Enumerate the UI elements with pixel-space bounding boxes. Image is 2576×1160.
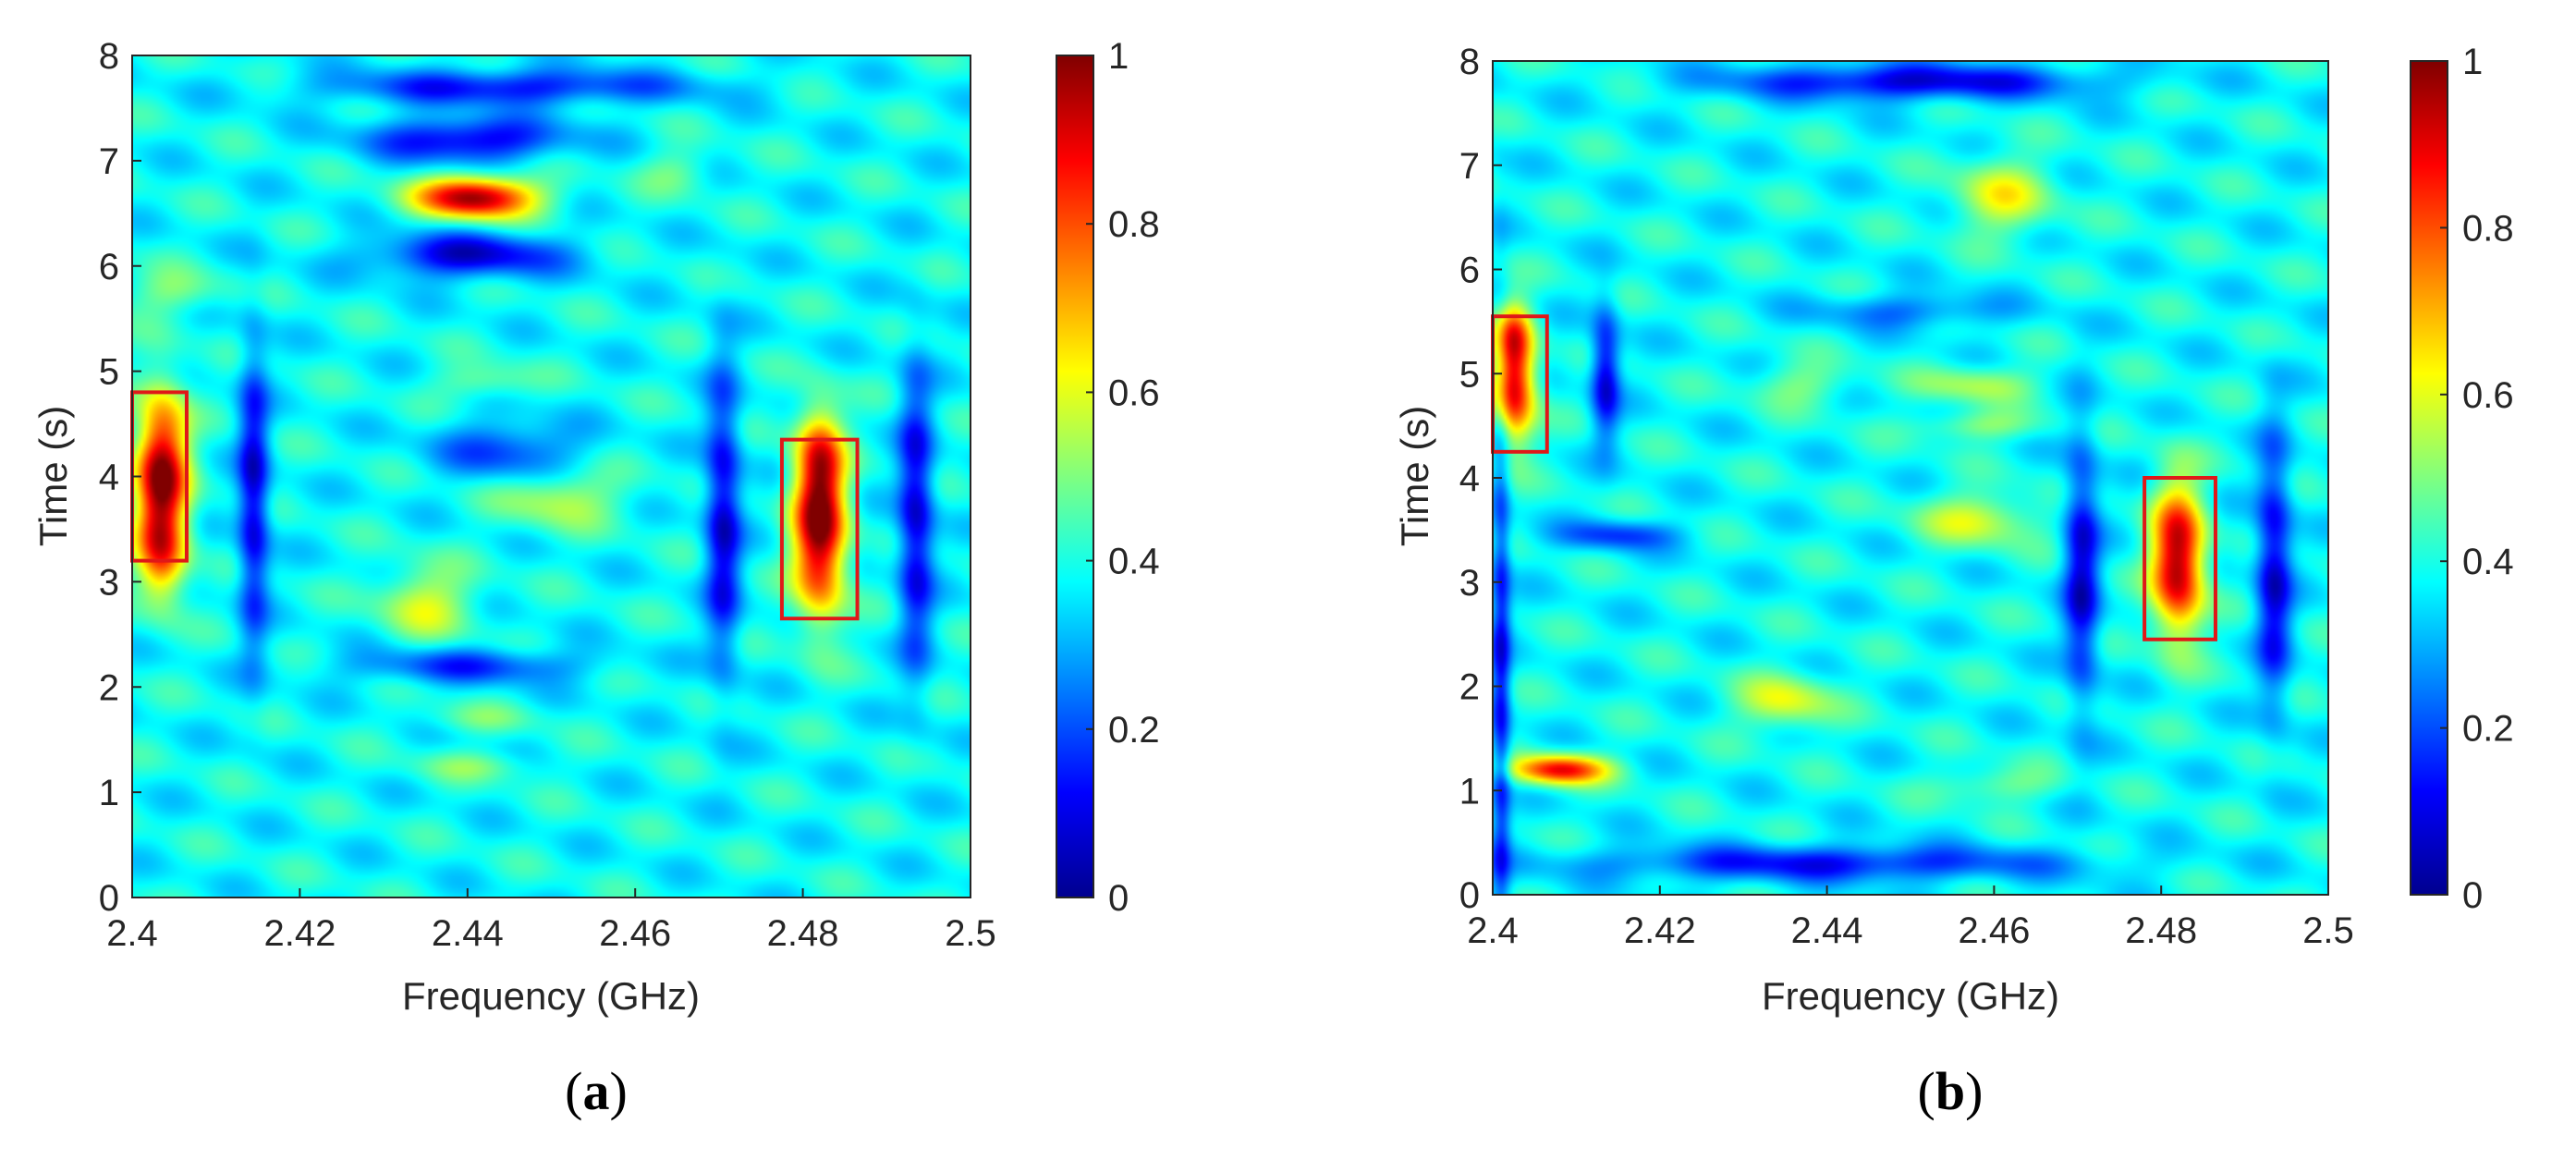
x-tick-label: 2.42	[263, 913, 336, 954]
x-tick-label: 2.48	[2125, 910, 2197, 951]
y-tick-label: 5	[1459, 354, 1480, 395]
y-tick-label: 1	[99, 773, 119, 813]
x-tick-label: 2.48	[767, 913, 839, 954]
y-tick-label: 1	[1459, 771, 1480, 812]
x-tick-label: 2.5	[945, 913, 996, 954]
colorbar-tick-label: 1	[1108, 36, 1129, 77]
x-tick-label: 2.46	[1958, 910, 2030, 951]
axes-b: 2.4 2.42 2.44 2.46 2.48 2.5 0 1 2 3 4 5 6 7 8	[1459, 42, 2354, 951]
y-axis-label-b: Time (s)	[1393, 406, 1436, 546]
y-tick-label: 4	[99, 458, 119, 498]
colorbar-tick-label: 0.8	[2462, 208, 2514, 249]
colorbar-ticks-a: 0 0.2 0.4 0.6 0.8 1	[1086, 36, 1160, 919]
y-tick-label: 8	[99, 36, 119, 77]
colorbar-a	[1056, 55, 1094, 898]
y-tick-label: 7	[1459, 146, 1480, 187]
colorbar-tick-label: 1	[2462, 42, 2483, 82]
panel-b: 2.4 2.42 2.44 2.46 2.48 2.5 0 1 2 3 4 5 6 7 8 Frequenc…	[1393, 42, 2514, 1121]
y-tick-label: 5	[99, 352, 119, 393]
x-tick-label: 2.44	[432, 913, 504, 954]
axes-a: 2.4 2.42 2.44 2.46 2.48 2.5 0 1 2 3 4 5 6 7 8	[99, 36, 996, 954]
colorbar-tick-label: 0.4	[1108, 542, 1160, 582]
y-tick-label: 2	[1459, 667, 1480, 708]
x-axis-label-a: Frequency (GHz)	[402, 974, 700, 1018]
colorbar-b	[2410, 60, 2448, 896]
panel-label-a: (a)	[565, 1061, 628, 1121]
x-tick-label: 2.44	[1791, 910, 1863, 951]
heatmap-a	[132, 55, 971, 897]
colorbar-ticks-b: 0 0.2 0.4 0.6 0.8 1	[2440, 42, 2514, 916]
y-tick-label: 6	[99, 247, 119, 287]
panel-a: 2.4 2.42 2.44 2.46 2.48 2.5 0 1 2 3 4 5 6 7 8 Frequenc…	[31, 36, 1160, 1121]
highlight-box	[2143, 476, 2217, 641]
y-tick-label: 7	[99, 141, 119, 182]
x-tick-label: 2.42	[1624, 910, 1696, 951]
highlight-box	[779, 437, 860, 621]
colorbar-tick-label: 0	[2462, 875, 2483, 916]
x-tick-label: 2.46	[599, 913, 671, 954]
y-tick-label: 3	[99, 562, 119, 603]
colorbar-tick-label: 0.8	[1108, 204, 1160, 245]
y-tick-label: 6	[1459, 250, 1480, 291]
panel-label-b: (b)	[1918, 1061, 1984, 1121]
y-axis-label-a: Time (s)	[31, 406, 75, 546]
y-tick-label: 0	[1459, 875, 1480, 916]
y-tick-label: 3	[1459, 563, 1480, 604]
colorbar-tick-label: 0.6	[1108, 372, 1160, 413]
y-tick-label: 2	[99, 667, 119, 708]
x-tick-label: 2.4	[106, 913, 158, 954]
x-axis-label-b: Frequency (GHz)	[1762, 974, 2059, 1018]
x-tick-label: 2.4	[1467, 910, 1519, 951]
colorbar-tick-label: 0.4	[2462, 542, 2514, 582]
colorbar-tick-label: 0	[1108, 878, 1129, 919]
y-tick-label: 0	[99, 878, 119, 919]
y-tick-label: 8	[1459, 42, 1480, 82]
colorbar-tick-label: 0.2	[1108, 710, 1160, 751]
colorbar-tick-label: 0.2	[2462, 709, 2514, 750]
colorbar-tick-label: 0.6	[2462, 375, 2514, 416]
x-tick-label: 2.5	[2302, 910, 2354, 951]
y-tick-label: 4	[1459, 458, 1480, 499]
